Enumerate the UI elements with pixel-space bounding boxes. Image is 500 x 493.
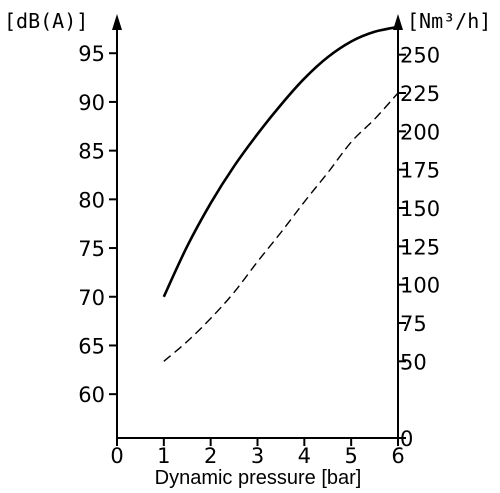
right-tick-label: 225 [400,82,440,106]
x-axis-title: Dynamic pressure [bar] [155,467,362,489]
x-tick-label: 3 [251,444,264,468]
x-tick-label: 5 [344,444,357,468]
right-tick-label: 175 [400,159,440,183]
x-tick-label: 4 [298,444,311,468]
left-tick-label: 90 [78,91,105,115]
right-axis-arrow [393,14,403,30]
left-tick-label: 85 [78,140,105,164]
left-axis-arrow [112,14,122,30]
x-tick-label: 0 [110,444,123,468]
left-tick-label: 70 [78,286,105,310]
right-tick-label: 150 [400,197,440,221]
axes [112,14,403,439]
x-tick-label: 2 [204,444,217,468]
series-noise-line [162,25,399,298]
x-tick-label: 6 [391,444,404,468]
right-tick-label: 200 [400,120,440,144]
left-tick-label: 60 [78,383,105,407]
right-tick-label: 125 [400,235,440,259]
left-tick-label: 80 [78,188,105,212]
left-tick-label: 75 [78,237,105,261]
left-tick-label: 95 [78,42,105,66]
ticks: 0 1 2 3 4 5 6 60 65 70 75 80 85 90 95 0 50 75 100 125 150 175… [78,42,440,468]
left-tick-label: 65 [78,334,105,358]
right-tick-label: 0 [400,427,413,451]
right-tick-label: 75 [400,312,427,336]
series [162,25,399,362]
right-tick-label: 100 [400,274,440,298]
right-tick-label: 250 [400,44,440,68]
left-axis-title: [dB(A)] [4,9,88,33]
right-tick-label: 50 [400,350,427,374]
x-tick-label: 1 [157,444,170,468]
right-axis-title: [Nm³/h] [407,9,491,33]
series-flow-line [163,92,399,362]
